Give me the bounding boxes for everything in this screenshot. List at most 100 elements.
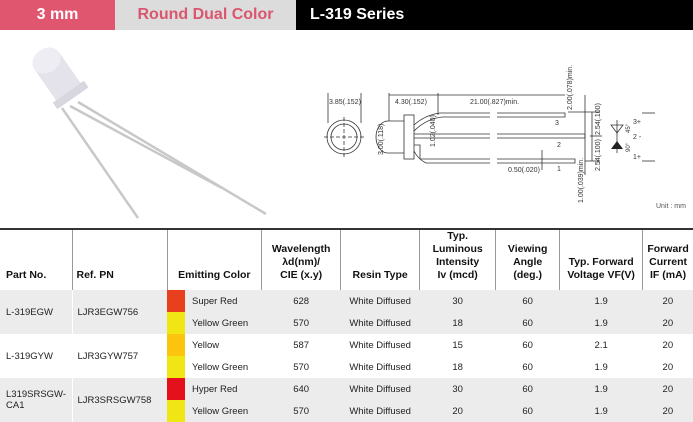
h-fc3: IF (mA) bbox=[649, 269, 687, 281]
cell-wl: 570 bbox=[261, 400, 341, 422]
cell-iv: 15 bbox=[452, 339, 463, 351]
color-swatch bbox=[167, 378, 185, 400]
angle-45: 45° bbox=[626, 123, 632, 133]
cell-resin: White Diffused bbox=[349, 361, 411, 373]
ref-pn: LJR3EGW756 bbox=[72, 290, 167, 334]
cell-resin: White Diffused bbox=[340, 400, 420, 422]
dim-lead-width: 0.50(.020) bbox=[508, 167, 540, 174]
cell-if: 20 bbox=[642, 400, 693, 422]
h-va1: Viewing bbox=[507, 243, 548, 255]
cell-iv: 30 bbox=[419, 378, 496, 400]
color-swatch bbox=[167, 312, 185, 334]
ref-pn: LJR3SRSGW758 bbox=[72, 378, 167, 422]
h-fv2: Voltage VF(V) bbox=[567, 269, 635, 281]
cell-angle: 60 bbox=[495, 400, 560, 422]
cell-vf: 1.9 bbox=[594, 361, 608, 373]
cell-vf: 1.9 bbox=[559, 378, 643, 400]
led-photo bbox=[32, 47, 267, 219]
h-wl3: CIE (x.y) bbox=[280, 269, 323, 281]
cell-angle: 60 bbox=[522, 361, 533, 373]
h-lum2: Intensity bbox=[436, 256, 480, 268]
col-current: Forward Current IF (mA) bbox=[642, 228, 693, 290]
dimension-drawing: 3.85(.152) 4.30(.152) 21.00(.827)min. 1.… bbox=[324, 65, 655, 203]
pin-2: 2 bbox=[557, 142, 561, 149]
cell-if: 20 bbox=[642, 378, 693, 400]
cell-vf: 2.1 bbox=[594, 339, 608, 351]
table-header: Part No. Ref. PN Emitting Color Waveleng… bbox=[0, 228, 693, 290]
emitting-color: Yellow bbox=[192, 339, 220, 351]
color-swatch bbox=[167, 356, 185, 378]
h-fc2: Current bbox=[649, 256, 688, 268]
ref-pn: LJR3GYW757 bbox=[77, 350, 139, 362]
cell-wl: 570 bbox=[261, 312, 341, 334]
dim-diameter: 3.85(.152) bbox=[329, 99, 361, 106]
col-angle: Viewing Angle (deg.) bbox=[495, 228, 560, 290]
part-no: L-319GYW bbox=[0, 334, 73, 378]
cell-angle: 60 bbox=[495, 290, 560, 312]
h-wl1: Wavelength bbox=[271, 243, 331, 255]
dim-body-length: 4.30(.152) bbox=[395, 99, 427, 106]
table-row: L-319EGW LJR3EGW756 Super Red 628 White Diff… bbox=[0, 290, 693, 334]
color-swatch bbox=[167, 400, 185, 422]
col-wavelength: Wavelength λd(nm)/CIE (x.y) bbox=[261, 228, 341, 290]
size-label: 3 mm bbox=[0, 0, 115, 30]
dim-lead-offset: 2.00(.078)min. bbox=[567, 65, 574, 110]
col-resin: Resin Type bbox=[340, 228, 420, 290]
table-row: L319SRSGW-CA1 LJR3SRSGW758 Hyper Red 640 Whi… bbox=[0, 378, 693, 422]
cell-wl: 587 bbox=[293, 339, 310, 351]
emitting-color: Yellow Green bbox=[192, 361, 249, 373]
col-part: Part No. bbox=[0, 228, 72, 290]
cell-angle: 60 bbox=[495, 312, 560, 334]
col-voltage: Typ. Forward Voltage VF(V) bbox=[559, 228, 643, 290]
cell-iv: 18 bbox=[452, 361, 463, 373]
part-no: L319SRSGW-CA1 bbox=[0, 378, 73, 422]
cell-wl: 628 bbox=[261, 290, 341, 312]
h-fc1: Forward bbox=[647, 243, 689, 255]
cell-resin: White Diffused bbox=[340, 312, 420, 334]
cell-if: 20 bbox=[662, 361, 674, 373]
col-ref: Ref. PN bbox=[71, 228, 167, 290]
color-swatch bbox=[167, 334, 185, 356]
dim-body-dia: 3.00(.118) bbox=[378, 124, 385, 155]
cell-if: 20 bbox=[642, 290, 693, 312]
dim-pitch-2: 2.54(.100) bbox=[595, 139, 602, 171]
angle-90: 90° bbox=[626, 142, 632, 152]
h-wl2: λd(nm)/ bbox=[282, 256, 321, 268]
series-label: L-319 Series bbox=[296, 0, 693, 30]
cell-vf: 1.9 bbox=[559, 312, 643, 334]
type-label: Round Dual Color bbox=[115, 0, 296, 30]
table-row: Yellow Green 570 White Diffused 20 60 1.9 20 bbox=[0, 400, 693, 422]
unit-note: Unit : mm bbox=[656, 203, 686, 210]
pin-label-1: 1+ bbox=[633, 154, 641, 161]
table-row: L-319GYW LJR3GYW757 Yellow 587 White Diffuse… bbox=[0, 334, 693, 378]
cell-if: 20 bbox=[662, 339, 674, 351]
table-row: Yellow Green 570 White Diffused 18 60 1.9 20 bbox=[0, 356, 693, 378]
cell-resin: White Diffused bbox=[349, 339, 411, 351]
dim-flange: 1.02(.040) bbox=[430, 115, 437, 147]
spec-table: Part No. Ref. PN Emitting Color Waveleng… bbox=[0, 228, 693, 422]
cell-wl: 640 bbox=[261, 378, 341, 400]
dim-lead-end: 1.00(.039)min. bbox=[578, 158, 585, 203]
emitting-color: Hyper Red bbox=[185, 378, 262, 400]
cell-if: 20 bbox=[642, 312, 693, 334]
cell-angle: 60 bbox=[495, 378, 560, 400]
cell-iv: 18 bbox=[419, 312, 496, 334]
h-lum3: Iv (mcd) bbox=[437, 269, 478, 281]
dim-lead-length: 21.00(.827)min. bbox=[470, 99, 519, 106]
pin-label-2: 2 - bbox=[633, 134, 642, 141]
emitting-color: Super Red bbox=[185, 290, 262, 312]
emitting-color: Yellow Green bbox=[185, 400, 262, 422]
cell-wl: 570 bbox=[293, 361, 310, 373]
dim-pitch-1: 2.54(.100) bbox=[595, 103, 602, 135]
cell-iv: 20 bbox=[419, 400, 496, 422]
h-fv1: Typ. Forward bbox=[568, 256, 634, 268]
cell-angle: 60 bbox=[522, 339, 533, 351]
pin-1: 1 bbox=[557, 166, 561, 173]
cell-resin: White Diffused bbox=[340, 378, 420, 400]
color-swatch bbox=[167, 290, 185, 312]
emitting-color: Yellow Green bbox=[185, 312, 262, 334]
pin-label-3: 3+ bbox=[633, 119, 641, 126]
h-va3: (deg.) bbox=[513, 269, 542, 281]
table-row: Yellow Green 570 White Diffused 18 60 1.9 20 bbox=[0, 312, 693, 334]
h-va2: Angle bbox=[513, 256, 543, 268]
